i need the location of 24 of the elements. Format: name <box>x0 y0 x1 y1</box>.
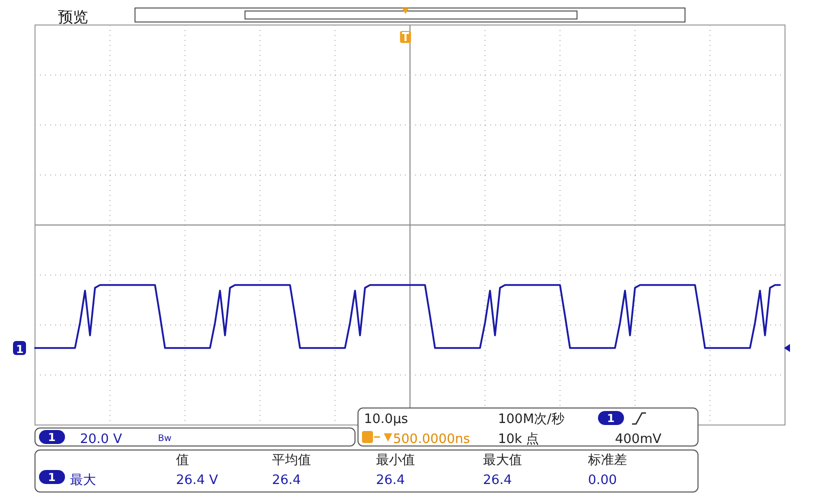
text: 1 <box>48 471 56 484</box>
text: 400mV <box>615 432 662 447</box>
text: 最大 <box>70 473 96 488</box>
annotation: 10.0µs <box>364 412 408 427</box>
text: 20.0 V <box>80 432 122 447</box>
text: 1 <box>48 431 56 444</box>
text: 值 <box>176 453 189 468</box>
text: Bw <box>158 434 172 444</box>
text: 26.4 <box>272 473 301 488</box>
series-label: 1 <box>13 341 26 356</box>
text: 平均值 <box>272 453 311 468</box>
text: 26.4 V <box>176 473 218 488</box>
text: 最小值 <box>376 453 415 468</box>
text: 标准差 <box>587 453 627 468</box>
text: 10k 点 <box>498 432 540 447</box>
text: 最大值 <box>483 453 522 468</box>
chart-title: 预览 <box>58 8 88 26</box>
annotation: 100M次/秒 <box>498 412 564 427</box>
text: 1 <box>607 412 615 425</box>
text: 500.0000ns <box>393 432 470 447</box>
text: 26.4 <box>483 473 512 488</box>
text: 0.00 <box>588 473 617 488</box>
series-label: 1 <box>16 343 24 356</box>
text: 26.4 <box>376 473 405 488</box>
